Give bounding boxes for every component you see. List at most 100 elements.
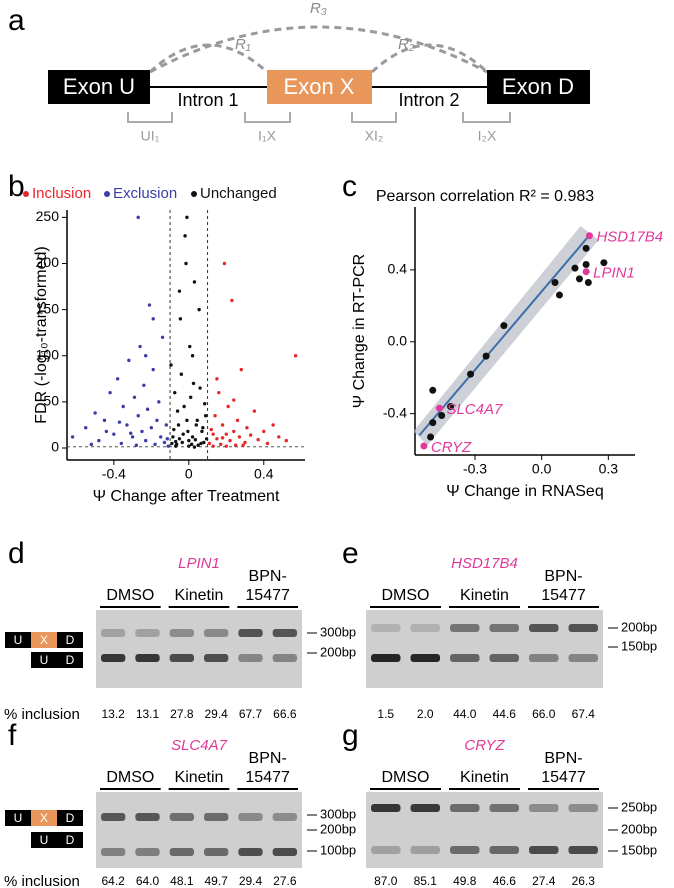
data-point [207,441,212,446]
band-lower [371,846,401,854]
isoform-label: D [66,811,75,825]
data-point [132,395,137,399]
marker-label: 200bp [621,821,657,836]
y-tick-label: 200 [36,254,60,270]
band-lower [135,654,160,662]
inclusion-value: 27.8 [170,707,194,721]
data-point [193,438,198,442]
data-point [93,411,97,415]
band-lower [135,848,160,856]
data-point [185,215,189,220]
data-point [117,420,122,424]
data-point [136,215,140,220]
junction-bracket [127,112,511,123]
band-lower [371,654,401,662]
data-point [190,435,195,439]
isoform-label: D [66,833,75,847]
gene-label: HSD17B4 [451,555,518,572]
exon-label: Exon D [502,74,574,99]
inclusion-value: 66.6 [273,707,297,721]
marker-label: 200bp [621,619,657,634]
isoform-exon [57,632,83,648]
data-point [165,437,169,441]
junction-label: UI₁ [141,128,160,144]
data-point [228,438,232,443]
data-point [89,442,94,447]
row-label: % inclusion [4,706,80,723]
legend-label: Exclusion [113,185,177,202]
panel-letter: a [8,4,25,37]
data-point [121,404,125,409]
data-point [248,433,253,437]
data-point [147,303,152,307]
data-point [196,443,200,447]
data-point [195,418,199,423]
data-point [235,418,240,423]
band-lower [169,848,194,856]
data-point [70,435,75,439]
isoform-exon [5,810,31,826]
y-axis-label: Ψ Change in RT-PCR [351,254,368,408]
data-point [582,268,590,276]
marker-label: 300bp [320,624,356,639]
data-point [427,433,435,441]
y-tick-label: -0.4 [383,404,407,420]
band-lower [204,654,229,662]
data-point [115,377,120,381]
band-lower [101,848,126,856]
arc [148,43,269,74]
band-lower [529,654,559,662]
isoform-exon [31,832,57,848]
band-lower [529,846,559,854]
panel-letter: e [342,537,359,570]
data-point [190,354,195,358]
data-point [265,441,270,446]
data-point [179,372,184,376]
data-point [252,409,257,413]
band-lower [450,654,480,662]
x-axis-label: Ψ Change after Treatment [93,488,280,505]
data-point [245,426,249,430]
inclusion-value: 27.6 [273,874,297,888]
inclusion-value: 2.0 [417,707,434,721]
data-point [176,423,181,427]
data-point [262,429,266,434]
data-point [555,291,563,299]
data-point [187,438,191,443]
arc [370,43,489,74]
data-point [182,404,186,409]
data-point [104,429,109,434]
data-point [582,244,590,252]
data-point [230,298,234,303]
x-tick-label: 0 [185,466,193,482]
group-label: 15477 [541,769,586,786]
data-point [211,444,215,448]
data-point [191,381,196,386]
y-tick-label: 150 [36,300,60,316]
band-upper [568,624,598,632]
data-point [215,437,219,441]
band-lower [489,654,519,662]
band-lower [101,654,126,662]
legend-marker [23,191,29,197]
data-point [136,414,140,418]
inclusion-value: 67.4 [572,707,596,721]
data-point [220,436,225,440]
inclusion-value: 48.1 [170,874,194,888]
inclusion-value: 66.0 [532,707,556,721]
data-point [164,423,169,427]
inclusion-value: 64.0 [136,874,160,888]
band-upper [489,624,519,632]
group-label: Kinetin [175,769,224,786]
isoform-label: D [66,633,75,647]
data-point [201,426,205,430]
group-label: BPN- [249,568,287,585]
data-point [197,307,201,312]
data-point [551,278,559,286]
y-tick-label: 0.4 [388,261,408,277]
data-point [199,441,203,446]
data-point [429,419,437,427]
band-lower [272,848,297,856]
gel [366,792,603,868]
